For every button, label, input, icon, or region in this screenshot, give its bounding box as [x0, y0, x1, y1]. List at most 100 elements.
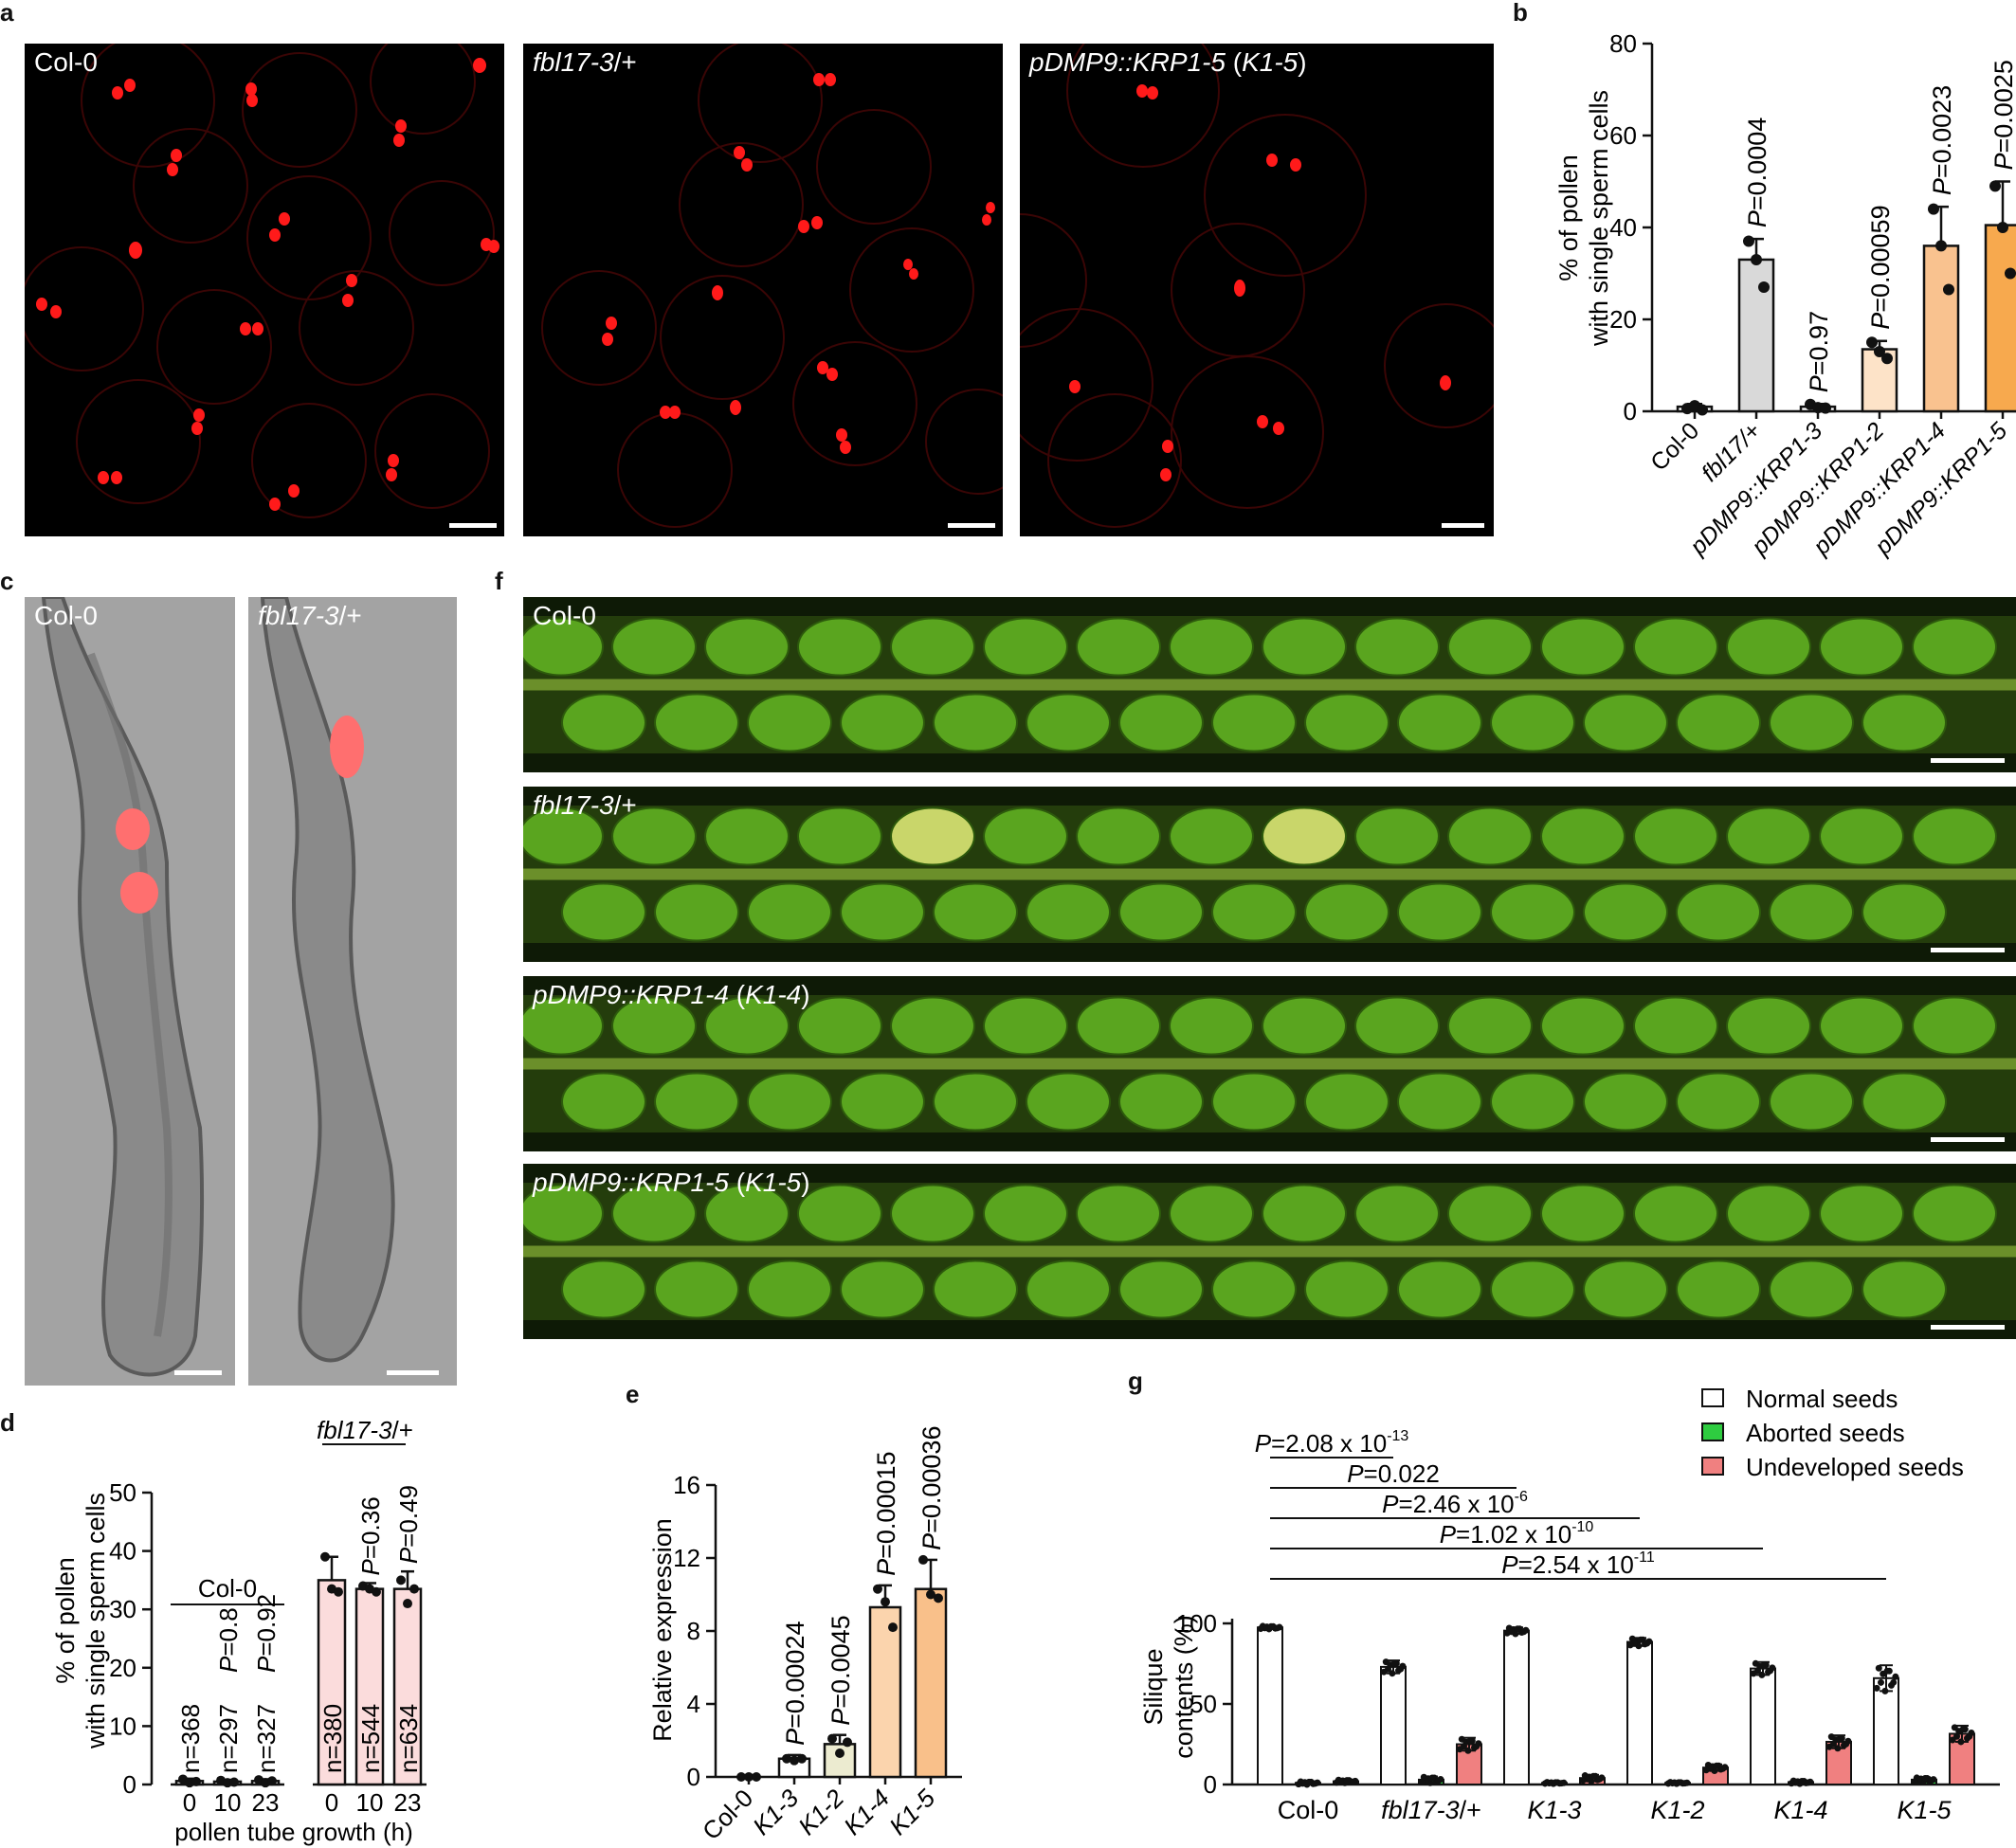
data-point [1596, 1775, 1604, 1783]
bar [1257, 1626, 1283, 1785]
seed [933, 693, 1018, 752]
data-point [1675, 1779, 1682, 1786]
data-point [1418, 1779, 1426, 1786]
data-point [873, 1584, 882, 1594]
seed [1354, 617, 1440, 677]
seed [983, 996, 1068, 1056]
seed [704, 806, 790, 866]
seed [890, 617, 975, 677]
image-label: Col-0 [34, 47, 98, 77]
y-tick-label: 60 [1609, 121, 1637, 150]
seed [1169, 996, 1254, 1056]
data-point [1788, 1780, 1795, 1787]
data-point [881, 1597, 890, 1607]
data-point [1843, 1740, 1850, 1748]
data-point [1579, 1777, 1587, 1785]
data-point [1458, 1735, 1465, 1743]
data-point [409, 1584, 419, 1594]
data-point [1514, 1625, 1521, 1633]
data-point [1333, 1779, 1340, 1786]
data-point [1380, 1668, 1388, 1676]
data-point [843, 1737, 852, 1748]
y-axis-label-2: with single sperm cells [82, 1493, 110, 1749]
seed [1397, 1259, 1482, 1319]
bar [1873, 1676, 1899, 1785]
data-point [1305, 1778, 1313, 1785]
image-label: Col-0 [34, 601, 98, 630]
seed [523, 1184, 604, 1243]
data-point [1997, 222, 2008, 233]
bar [1380, 1665, 1407, 1785]
data-point [1892, 1673, 1899, 1680]
legend-label: Normal seeds [1746, 1385, 1898, 1413]
bar [1737, 258, 1775, 413]
panel-label-b: b [1513, 0, 1528, 27]
seed [1026, 1259, 1111, 1319]
seed [1490, 882, 1575, 942]
seed [1262, 1184, 1347, 1243]
seed [523, 617, 604, 677]
x-tick-label: K1-2 [792, 1784, 849, 1840]
data-point [1552, 1779, 1559, 1786]
seed [1026, 693, 1111, 752]
data-point [1805, 1779, 1812, 1786]
data-point [1382, 1658, 1389, 1666]
legend-swatch [1701, 1457, 1724, 1476]
image-label: Col-0 [533, 601, 596, 630]
seed [1397, 1072, 1482, 1132]
y-axis-label: % of pollen [1554, 154, 1583, 281]
image-label: fbl17-3/+ [258, 601, 362, 630]
image-label: pDMP9::KRP1-5 (K1-5) [533, 1168, 810, 1197]
seed [1583, 1072, 1668, 1132]
x-tick-label: K1-4 [1773, 1796, 1827, 1824]
chart-g: Silique contents (%) 0 50 100 Col-0 fbl17-3/… [1139, 1385, 2000, 1824]
data-point [1825, 1743, 1833, 1750]
chart-b: % of pollen with single sperm cells 0 20 4… [1554, 29, 2016, 561]
scale-bar [1931, 1325, 2005, 1330]
p-value-label: P=0.0004 [1743, 118, 1771, 227]
data-point [320, 1551, 330, 1562]
seed [840, 1259, 925, 1319]
data-point [1874, 345, 1885, 357]
data-point [1520, 1628, 1528, 1636]
data-point [1343, 1777, 1351, 1785]
seed [611, 617, 697, 677]
seed [1118, 882, 1204, 942]
y-axis-label: Silique [1139, 1648, 1168, 1725]
seed [1490, 1072, 1575, 1132]
data-point [1464, 1747, 1472, 1754]
data-point [1644, 1640, 1651, 1647]
data-point [1466, 1737, 1474, 1745]
seed [1726, 996, 1811, 1056]
data-point [918, 1554, 928, 1565]
x-tick-label: 10 [214, 1788, 242, 1817]
seed [1726, 1184, 1811, 1243]
x-tick-label: K1-4 [838, 1784, 895, 1840]
x-tick-label: K1-3 [1527, 1796, 1581, 1824]
comparison-p-value: P=1.02 x 10-10 [1440, 1519, 1594, 1549]
seed [747, 1259, 832, 1319]
seed [1304, 1259, 1389, 1319]
data-point [1911, 1778, 1918, 1785]
y-tick-label: 12 [673, 1544, 700, 1572]
comparison-p-value: P=0.022 [1347, 1459, 1440, 1488]
image-label: pDMP9::KRP1-4 (K1-4) [533, 980, 810, 1009]
data-point [191, 1776, 201, 1786]
micro-image-col0: Col-0 [25, 44, 504, 536]
seed [1211, 1072, 1297, 1132]
x-tick-label: K1-3 [747, 1784, 804, 1840]
seed [1862, 882, 1947, 942]
seed [1583, 693, 1668, 752]
y-axis-label-2: contents (%) [1170, 1615, 1198, 1759]
data-point [334, 1586, 343, 1597]
seed [1447, 617, 1533, 677]
comparison-p-value: P=2.54 x 10-11 [1501, 1549, 1655, 1579]
seed [747, 1072, 832, 1132]
legend-swatch [1701, 1388, 1724, 1407]
seed [561, 1259, 646, 1319]
n-label: n=544 [356, 1704, 385, 1773]
panel-label-d: d [0, 1408, 15, 1437]
group-label: Col-0 [198, 1574, 257, 1603]
scale-bar [1931, 758, 2005, 763]
chart-e: Relative expression 0 4 8 12 16 Col-0K1-3 P=0.… [648, 1426, 962, 1845]
